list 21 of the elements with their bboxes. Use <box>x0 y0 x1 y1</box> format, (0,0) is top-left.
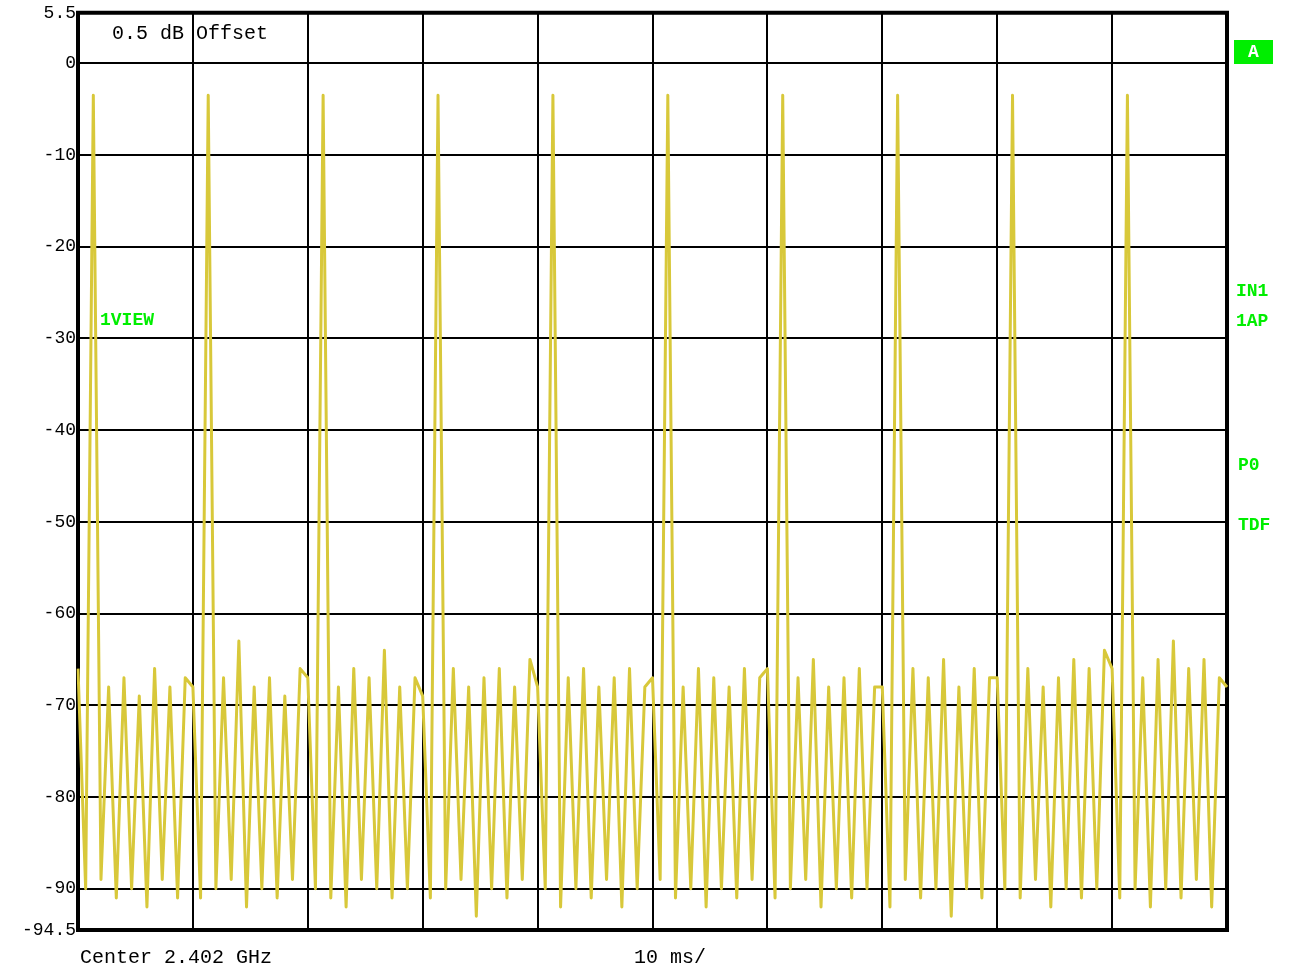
y-tick-label: -70 <box>43 695 76 716</box>
text: 10 ms/ <box>634 946 707 969</box>
y-tick-label: 5.5 <box>43 2 76 23</box>
text: 1AP <box>1236 311 1269 331</box>
annotation: 0.5 dB Offset <box>112 22 269 45</box>
y-tick-label: -30 <box>43 328 76 349</box>
y-tick-label: -20 <box>43 236 76 257</box>
text: IN1 <box>1236 281 1269 301</box>
y-tick-label: -40 <box>43 419 76 440</box>
y-tick-label: -90 <box>43 878 76 899</box>
y-tick-label: -60 <box>43 603 76 624</box>
text: Center 2.402 GHz <box>80 946 273 969</box>
y-tick-label: 0 <box>65 53 76 74</box>
y-tick-label: -10 <box>43 144 76 165</box>
text: A <box>1234 40 1273 64</box>
annotation: 1VIEW <box>100 310 155 330</box>
y-tick-label: -50 <box>43 511 76 532</box>
text: P0 <box>1238 455 1260 475</box>
y-tick-label: -80 <box>43 786 76 807</box>
y-tick-label: -94.5 <box>21 919 76 940</box>
text: TDF <box>1238 515 1271 535</box>
